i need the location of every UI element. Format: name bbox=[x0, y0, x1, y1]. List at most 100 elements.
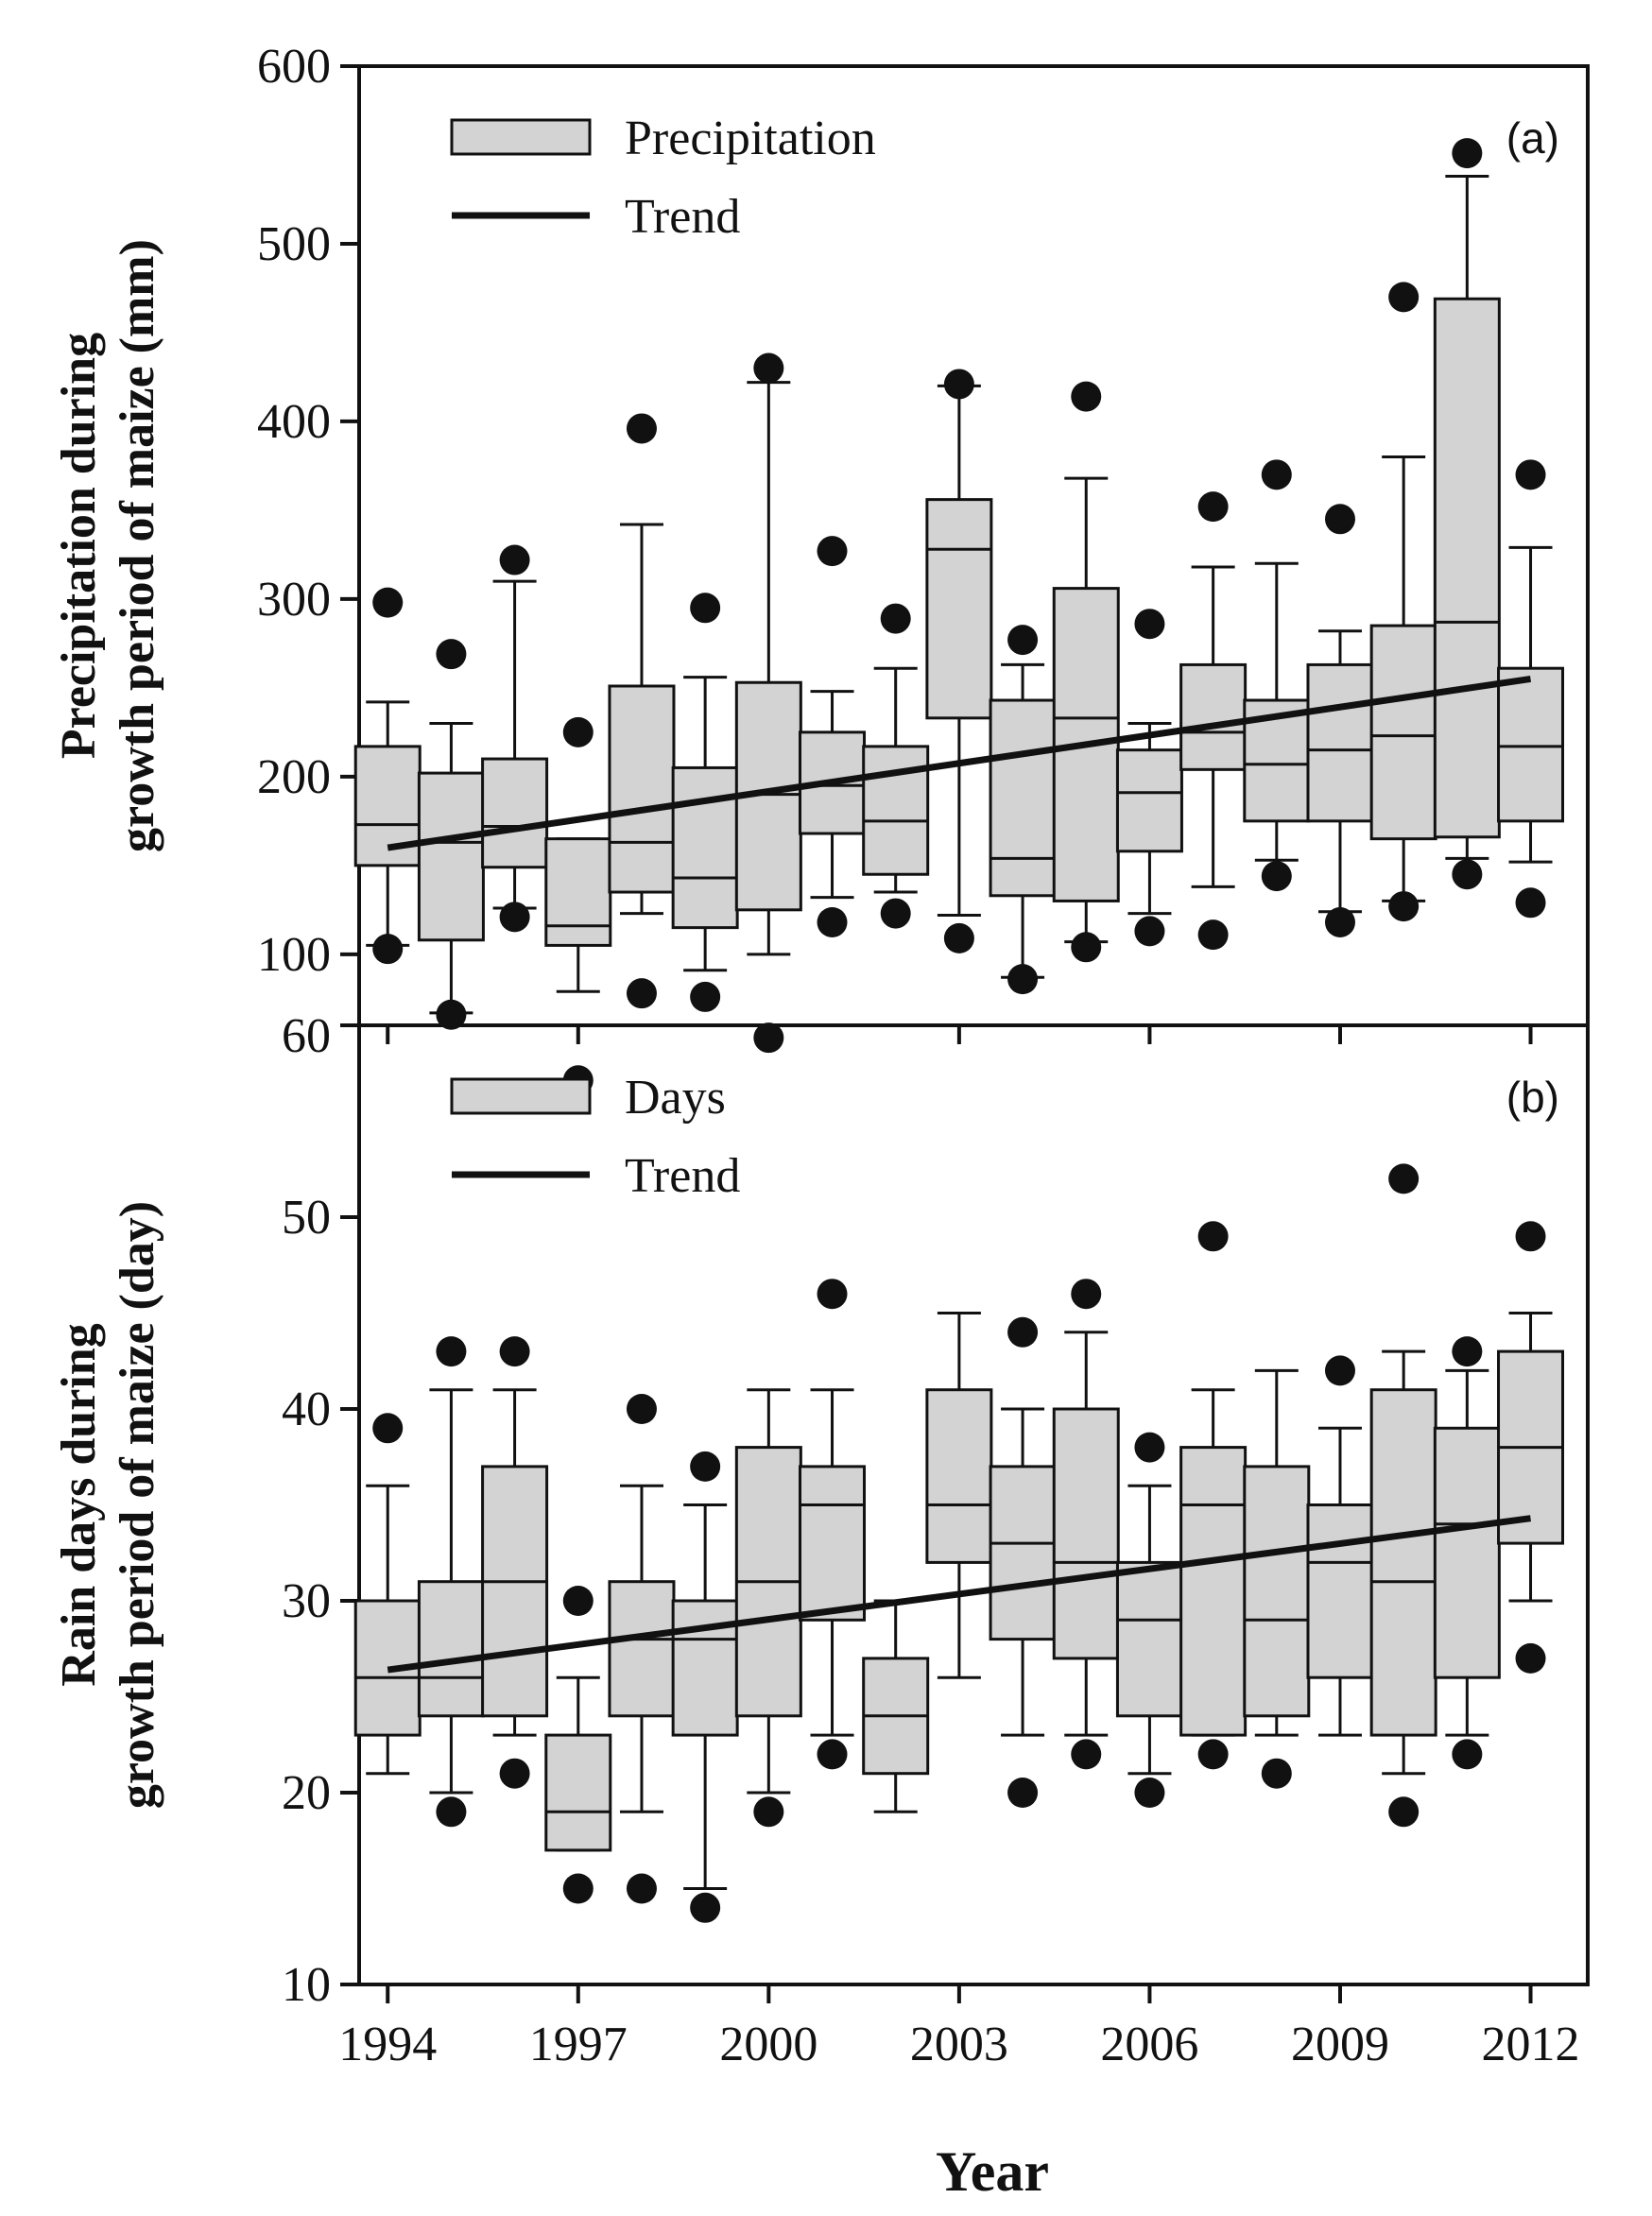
outlier-point bbox=[1007, 964, 1039, 995]
outlier-point bbox=[1324, 1355, 1355, 1386]
y-tick-label-a: 200 bbox=[257, 750, 331, 804]
box-2006-b bbox=[1115, 1432, 1183, 1808]
box-iqr bbox=[544, 837, 612, 947]
y-tick-label-b: 30 bbox=[282, 1574, 331, 1628]
box-iqr bbox=[1052, 1407, 1120, 1660]
trend-line-a bbox=[387, 676, 1532, 851]
outlier-point bbox=[1452, 859, 1483, 890]
x-axis-title: Year bbox=[936, 2140, 1049, 2203]
box-iqr bbox=[1306, 662, 1374, 823]
outlier-point bbox=[1261, 861, 1292, 892]
outlier-point bbox=[1134, 609, 1165, 640]
outlier-point bbox=[372, 934, 404, 965]
outlier-point bbox=[1071, 932, 1102, 963]
box-2007-a bbox=[1179, 491, 1248, 951]
outlier-point bbox=[1388, 891, 1420, 922]
y-tick-label-a: 600 bbox=[257, 40, 331, 94]
y-axis-title-line: growth period of maize (mm) bbox=[111, 239, 164, 852]
outlier-point bbox=[562, 1586, 594, 1616]
box-2003-a bbox=[925, 369, 993, 953]
outlier-point bbox=[499, 1758, 530, 1789]
outlier-point bbox=[817, 1739, 848, 1770]
x-tick-label: 2012 bbox=[1482, 2018, 1580, 2071]
box-2010-b bbox=[1369, 1163, 1437, 1828]
outlier-point bbox=[1071, 1739, 1102, 1770]
outlier-point bbox=[1007, 1316, 1039, 1348]
legend-box-label: Precipitation bbox=[625, 112, 876, 165]
outlier-point bbox=[626, 1873, 657, 1904]
outlier-point bbox=[626, 1394, 657, 1424]
outlier-point bbox=[753, 352, 784, 384]
outlier-point bbox=[1324, 906, 1355, 937]
box-iqr bbox=[671, 1599, 739, 1737]
outlier-point bbox=[1515, 1642, 1546, 1674]
box-1994-b bbox=[353, 1413, 422, 1776]
outlier-point bbox=[690, 593, 721, 624]
box-2001-a bbox=[799, 536, 867, 937]
outlier-point bbox=[499, 544, 530, 575]
box-iqr bbox=[1243, 1465, 1311, 1718]
outlier-point bbox=[817, 906, 848, 937]
box-iqr bbox=[1369, 1388, 1437, 1737]
outlier-point bbox=[1071, 381, 1102, 412]
box-iqr bbox=[1179, 1446, 1248, 1737]
x-tick-label: 2003 bbox=[910, 2018, 1008, 2071]
box-iqr bbox=[1306, 1503, 1374, 1679]
outlier-point bbox=[1515, 887, 1546, 919]
box-2012-b bbox=[1497, 1221, 1565, 1674]
y-axis-title-line: Rain days during bbox=[52, 1323, 106, 1686]
trend-line-b bbox=[387, 1515, 1531, 1674]
y-axis-title-b: Rain days duringgrowth period of maize (… bbox=[52, 1201, 164, 1809]
outlier-point bbox=[436, 1796, 467, 1828]
y-tick-label-a: 100 bbox=[257, 928, 331, 982]
outlier-point bbox=[436, 1336, 467, 1367]
x-tick-label: 1997 bbox=[529, 2018, 628, 2071]
box-iqr bbox=[481, 757, 549, 869]
y-axis-title-line: Precipitation during bbox=[52, 333, 106, 759]
outlier-point bbox=[372, 587, 404, 618]
box-2000-a bbox=[734, 352, 802, 1054]
box-iqr bbox=[1115, 1560, 1183, 1718]
outlier-point bbox=[1134, 1432, 1165, 1463]
box-iqr bbox=[608, 684, 676, 894]
x-tick-label: 2000 bbox=[719, 2018, 817, 2071]
outlier-point bbox=[1007, 1778, 1039, 1808]
outlier-point bbox=[436, 999, 467, 1030]
box-iqr bbox=[989, 698, 1057, 898]
outlier-point bbox=[1134, 916, 1165, 947]
outlier-point bbox=[753, 1796, 784, 1828]
box-1998-a bbox=[608, 413, 676, 1009]
outlier-point bbox=[1261, 1758, 1292, 1789]
outlier-point bbox=[1515, 459, 1546, 490]
outlier-point bbox=[499, 902, 530, 933]
box-iqr bbox=[671, 765, 739, 930]
outlier-point bbox=[562, 716, 594, 747]
outlier-point bbox=[1261, 459, 1292, 490]
y-tick-label-b: 40 bbox=[282, 1383, 331, 1436]
outlier-point bbox=[626, 978, 657, 1009]
box-iqr bbox=[544, 1733, 612, 1852]
box-iqr bbox=[1497, 666, 1565, 823]
outlier-point bbox=[943, 922, 974, 953]
x-tick-label: 1994 bbox=[338, 2018, 437, 2071]
legend-a: Precipitation Trend bbox=[450, 112, 876, 244]
y-tick-label-b: 20 bbox=[282, 1766, 331, 1820]
box-1994-a bbox=[353, 587, 422, 965]
outlier-point bbox=[1197, 919, 1229, 951]
box-2001-b bbox=[799, 1279, 867, 1770]
box-2011-a bbox=[1433, 138, 1501, 890]
legend-box-swatch bbox=[450, 1077, 592, 1115]
box-iqr bbox=[1369, 624, 1437, 841]
box-1997-b bbox=[544, 1586, 612, 1904]
box-iqr bbox=[1115, 748, 1183, 853]
box-2004-a bbox=[989, 625, 1057, 995]
box-2002-a bbox=[862, 603, 930, 929]
box-2012-a bbox=[1497, 459, 1565, 919]
box-iqr bbox=[417, 1580, 485, 1718]
outlier-point bbox=[436, 639, 467, 670]
box-2008-a bbox=[1243, 459, 1311, 892]
box-iqr bbox=[862, 745, 930, 876]
box-iqr bbox=[608, 1580, 676, 1718]
outlier-point bbox=[1324, 504, 1355, 535]
outlier-point bbox=[690, 981, 721, 1012]
